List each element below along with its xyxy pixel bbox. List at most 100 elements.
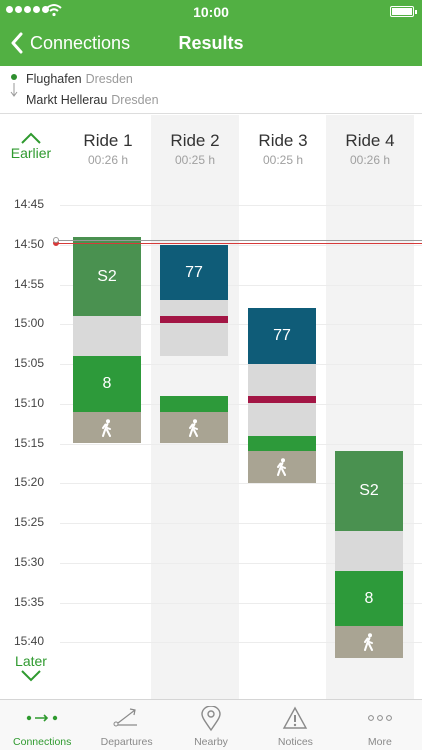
walking-person-icon (102, 418, 111, 437)
ride-duration: 00:25 h (174, 153, 216, 167)
time-tick: 15:30 (14, 554, 45, 569)
time-tick: 15:00 (14, 316, 45, 331)
gridline (60, 602, 422, 604)
tab-label: Notices (277, 736, 313, 748)
segment-walk[interactable] (335, 626, 403, 659)
ride-header-2[interactable]: Ride 2 00:25 h (151, 131, 239, 167)
ride-duration: 00:25 h (262, 153, 304, 167)
status-time: 10:00 (193, 4, 229, 20)
ride-name: Ride 3 (258, 131, 308, 150)
tab-nearby[interactable]: Nearby (169, 700, 253, 750)
back-button[interactable]: Connections (10, 30, 130, 56)
segment-line-label: S2 (359, 482, 379, 500)
tab-label: Departures (100, 736, 153, 748)
tab-notices[interactable]: Notices (253, 700, 337, 750)
time-tick: 15:05 (14, 356, 45, 370)
status-bar: 10:00 (0, 0, 422, 22)
battery-icon (390, 6, 417, 17)
ride-header-1[interactable]: Ride 1 00:26 h (64, 131, 152, 167)
time-tick: 14:50 (14, 236, 45, 251)
current-time-line (56, 243, 422, 245)
earlier-button[interactable]: Earlier (0, 131, 62, 161)
segment-train[interactable]: S2 (73, 236, 141, 317)
segment-line-label: S2 (97, 267, 117, 285)
gridline (60, 523, 422, 524)
segment-line-label: 8 (102, 374, 112, 392)
gridline (60, 443, 422, 445)
arrow-down-icon (10, 83, 18, 97)
time-tick: 15:20 (14, 475, 45, 490)
gridline (60, 284, 422, 286)
timetable-board[interactable]: Earlier Later Ride 1 00:26 h Ride 2 00:25 h… (0, 115, 422, 699)
route-origin: Flughafen Dresden (26, 72, 133, 86)
segment-walk[interactable] (73, 411, 141, 444)
current-time-dot (53, 236, 59, 243)
gridline (60, 562, 422, 564)
segment-walk[interactable] (248, 451, 316, 484)
time-tick: 15:25 (14, 515, 45, 529)
time-tick: 15:10 (14, 395, 45, 410)
walking-person-icon (189, 418, 198, 437)
destination-stop: Markt Hellerau (26, 93, 108, 107)
gridline (60, 642, 422, 644)
segment-tram[interactable]: 8 (335, 570, 403, 627)
segment-bus[interactable]: 77 (248, 308, 316, 364)
tab-bar: Connections Departures Nearby Notices More (0, 699, 422, 750)
departures-icon (113, 708, 137, 727)
time-tick: 14:55 (14, 276, 45, 291)
segment-line-label: 77 (185, 263, 203, 281)
ride-name: Ride 1 (83, 131, 133, 150)
later-label: Later (15, 653, 47, 669)
wifi-icon (46, 4, 62, 17)
ride-name: Ride 2 (170, 131, 220, 150)
route-summary[interactable]: Flughafen Dresden Markt Hellerau Dresden (0, 66, 422, 114)
segment-line-label: 8 (364, 589, 374, 607)
tab-label: More (367, 736, 392, 748)
time-tick: 15:40 (14, 634, 45, 649)
segment-tram[interactable]: 8 (73, 356, 141, 412)
connections-icon (27, 714, 58, 722)
time-tick: 15:15 (14, 435, 45, 450)
gridline (60, 483, 422, 485)
gridline (60, 364, 422, 365)
segment-wait[interactable] (160, 300, 228, 357)
segment-tram[interactable] (248, 435, 316, 452)
top-bar: 10:00 Connections Results (0, 0, 422, 66)
origin-stop: Flughafen (26, 72, 82, 86)
later-button[interactable]: Later (0, 653, 62, 683)
ride-duration: 00:26 h (87, 153, 129, 167)
warning-icon (283, 706, 308, 729)
more-dots-icon (367, 715, 392, 721)
tab-more[interactable]: More (338, 700, 422, 750)
back-button-label: Connections (30, 32, 131, 53)
tab-connections[interactable]: Connections (0, 700, 84, 750)
segment-line-label: 77 (273, 327, 291, 345)
gridline (60, 205, 422, 206)
chevron-down-icon (21, 670, 41, 682)
current-time-line (56, 239, 422, 241)
earlier-label: Earlier (10, 145, 52, 161)
ride-name: Ride 4 (345, 131, 395, 150)
segment-train[interactable]: S2 (335, 451, 403, 531)
ride-duration: 00:26 h (349, 153, 391, 167)
tab-label: Nearby (194, 736, 228, 748)
route-destination: Markt Hellerau Dresden (26, 93, 159, 107)
origin-city: Dresden (85, 72, 133, 86)
segment-walk[interactable] (160, 411, 228, 444)
time-tick: 15:35 (14, 594, 45, 609)
ride-header-3[interactable]: Ride 3 00:25 h (239, 131, 327, 167)
signal-icon (6, 6, 49, 13)
segment-wait[interactable] (335, 530, 403, 571)
gridline (60, 244, 422, 246)
segment-tram[interactable] (160, 395, 228, 412)
gridline (60, 324, 422, 326)
ride-header-4[interactable]: Ride 4 00:26 h (326, 131, 414, 167)
segment-bus[interactable]: 77 (160, 244, 228, 301)
segment-wait[interactable] (73, 316, 141, 357)
origin-dot-icon (11, 74, 17, 80)
transfer-band (248, 395, 316, 403)
tab-departures[interactable]: Departures (84, 700, 168, 750)
chevron-left-icon (11, 32, 23, 54)
page-title: Results (178, 33, 244, 53)
transfer-band (160, 316, 228, 324)
